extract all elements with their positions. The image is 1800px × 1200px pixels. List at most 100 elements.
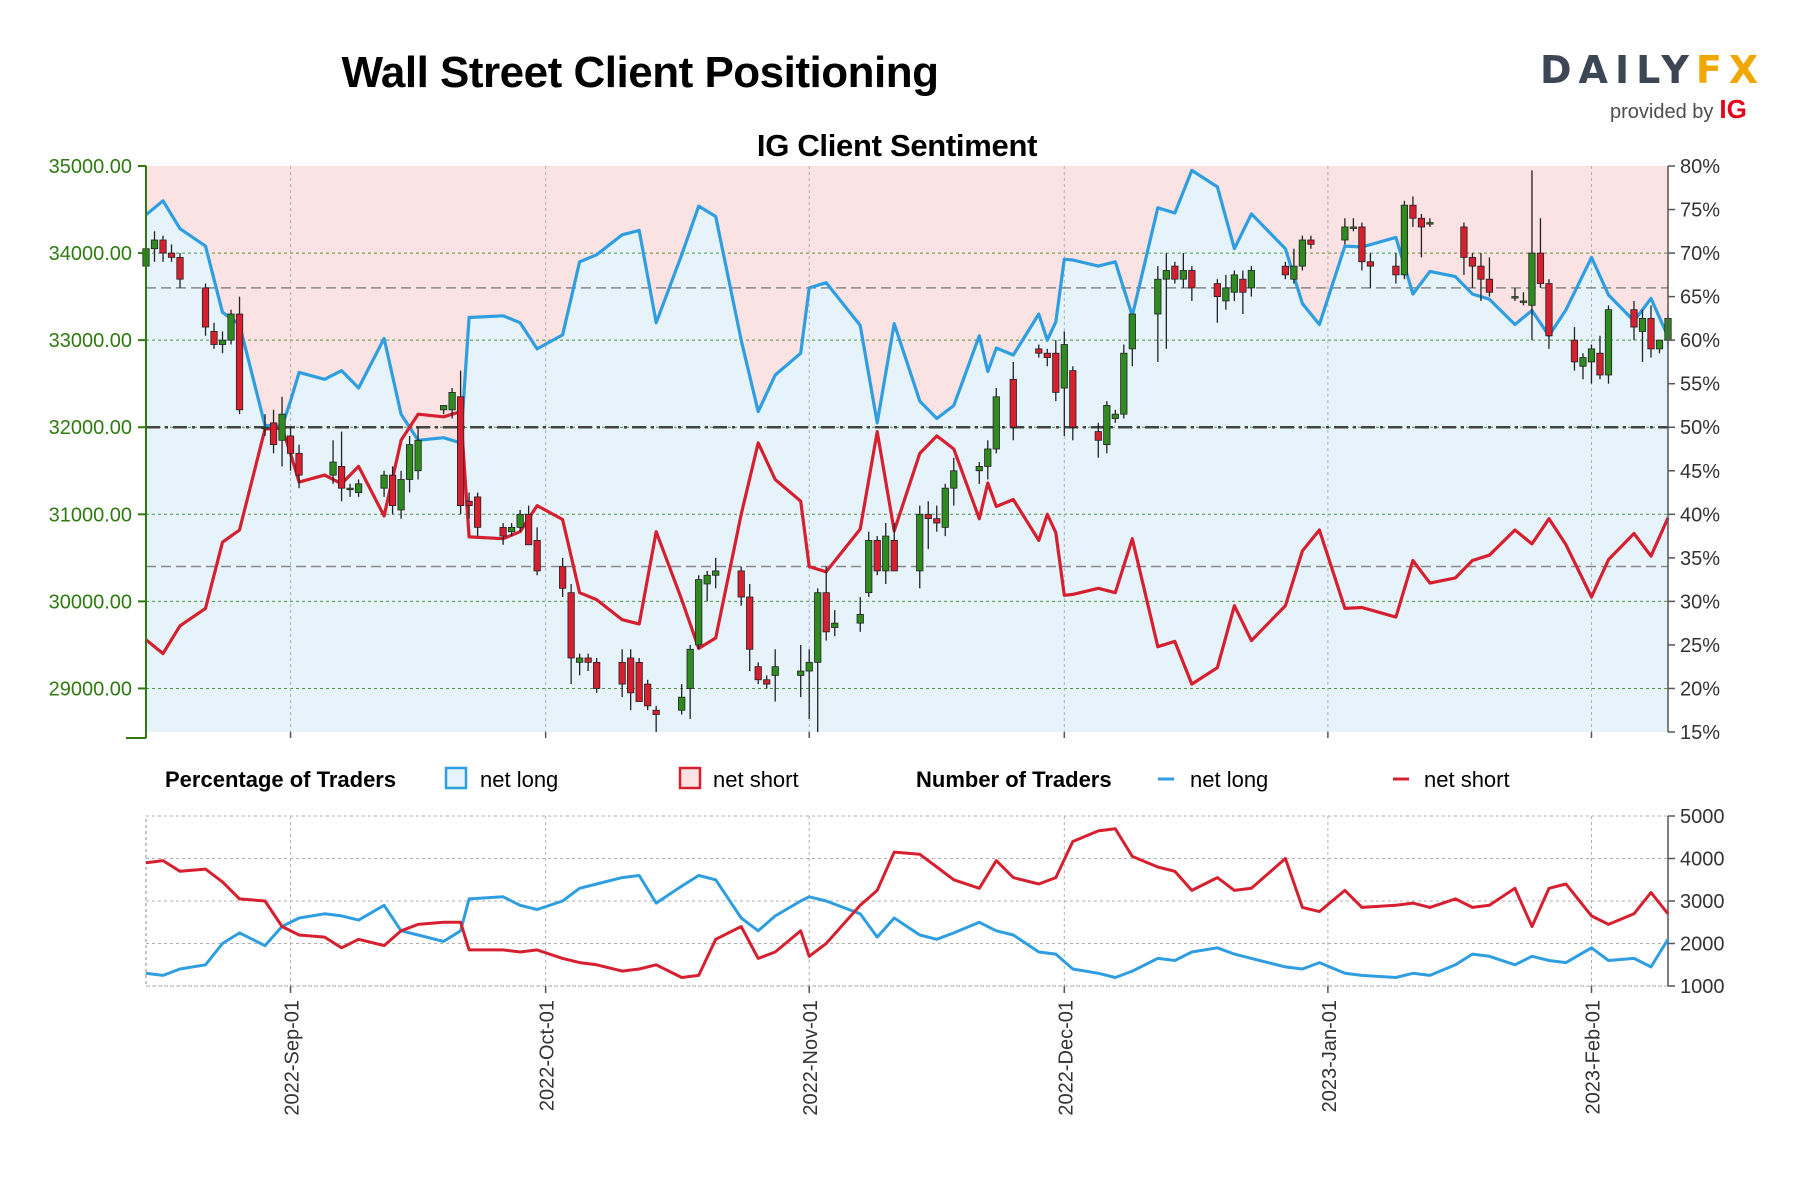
candle-body xyxy=(1290,265,1298,280)
candle-body xyxy=(618,661,626,685)
candle-body xyxy=(261,426,269,430)
candle-body xyxy=(950,470,958,489)
candle-body xyxy=(278,413,286,441)
candle-body xyxy=(635,661,643,702)
legend-num-long-label: net long xyxy=(1190,767,1268,792)
candle-body xyxy=(1103,405,1111,446)
net-short-traders-line xyxy=(145,827,1670,979)
candle-body xyxy=(584,657,592,663)
price-tick-label: 34000.00 xyxy=(49,243,132,265)
candle-body xyxy=(150,239,159,250)
percent-tick-label: 25% xyxy=(1680,635,1720,657)
candle-body xyxy=(499,526,507,537)
candle-body xyxy=(1247,270,1255,289)
logo-provided-by: provided by IG xyxy=(1610,94,1747,125)
candle-body xyxy=(1587,348,1596,363)
candle-body xyxy=(1154,278,1162,315)
candle-body xyxy=(1545,283,1553,337)
percent-tick-label: 80% xyxy=(1680,156,1720,178)
candle-body xyxy=(1400,204,1409,276)
legend-num-title: Number of Traders xyxy=(916,767,1112,792)
candle-body xyxy=(1638,317,1647,332)
x-tick-label: 2022-Oct-01 xyxy=(537,1000,559,1111)
candle-body xyxy=(210,331,218,345)
traders-tick-label: 3000 xyxy=(1680,891,1725,913)
candle-body xyxy=(465,500,473,507)
candle-body xyxy=(457,396,465,506)
candle-body xyxy=(593,661,601,689)
percent-tick-label: 45% xyxy=(1680,461,1720,483)
percent-tick-label: 55% xyxy=(1680,374,1720,396)
candle-body xyxy=(1035,348,1043,354)
candle-body xyxy=(1043,352,1051,358)
candle-body xyxy=(1647,317,1655,350)
legend-net-short-label: net short xyxy=(713,767,799,792)
candle-body xyxy=(746,596,754,650)
candle-body xyxy=(695,579,703,646)
candle-body xyxy=(159,239,167,254)
percent-tick-label: 75% xyxy=(1680,200,1720,222)
candle-body xyxy=(1188,270,1196,289)
candle-body xyxy=(1009,378,1017,428)
candle-body xyxy=(1052,352,1060,393)
candle-body xyxy=(805,661,813,672)
traders-tick-label: 4000 xyxy=(1680,849,1725,871)
candle-body xyxy=(525,513,533,546)
candle-body xyxy=(388,474,397,507)
candle-body xyxy=(1307,239,1315,245)
candle-body xyxy=(712,570,720,576)
candle-body xyxy=(329,461,337,476)
percent-tick-label: 20% xyxy=(1680,678,1720,700)
candle-body xyxy=(286,435,295,454)
logo-provided-text: provided by xyxy=(1610,101,1714,123)
candle-body xyxy=(295,452,303,476)
candle-body xyxy=(1409,204,1417,219)
candle-body xyxy=(354,483,363,493)
candle-body xyxy=(924,513,932,520)
logo-ig: IG xyxy=(1719,94,1747,124)
candle-body xyxy=(1213,283,1221,298)
candle-body xyxy=(1477,265,1485,280)
x-tick-label: 2022-Dec-01 xyxy=(1055,1000,1077,1116)
candle-body xyxy=(1094,431,1102,441)
candle-body xyxy=(235,313,244,411)
candle-body xyxy=(414,439,422,472)
candle-body xyxy=(474,496,482,528)
candle-body xyxy=(1596,352,1604,376)
candle-body xyxy=(1417,217,1426,228)
x-tick-label: 2022-Nov-01 xyxy=(800,1000,822,1116)
candle-body xyxy=(1655,339,1664,350)
chart-title: Wall Street Client Positioning xyxy=(341,48,939,97)
x-tick-label: 2022-Sep-01 xyxy=(282,1000,304,1116)
candle-body xyxy=(1298,239,1306,267)
candle-body xyxy=(337,466,346,489)
traders-tick-label: 5000 xyxy=(1680,806,1725,828)
candles xyxy=(142,170,1672,732)
legend-pct-title: Percentage of Traders xyxy=(165,767,396,792)
candle-body xyxy=(1222,287,1230,302)
candle-body xyxy=(856,614,864,624)
candle-body xyxy=(941,487,949,528)
percent-tick-label: 50% xyxy=(1680,417,1720,439)
candle-body xyxy=(448,391,456,411)
legend-net-long-swatch xyxy=(444,766,468,790)
candle-body xyxy=(678,696,686,711)
price-tick-label: 29000.00 xyxy=(49,678,132,700)
candle-body xyxy=(1179,270,1187,280)
candle-body xyxy=(533,540,541,572)
x-tick-label: 2023-Feb-01 xyxy=(1582,1000,1604,1115)
candle-body xyxy=(1511,296,1519,299)
candle-body xyxy=(754,666,762,681)
candle-body xyxy=(1485,278,1494,293)
candle-body xyxy=(227,313,235,341)
candle-body xyxy=(1468,257,1477,267)
candle-body xyxy=(1281,265,1289,276)
candle-body xyxy=(627,657,635,694)
candle-body xyxy=(1604,309,1613,376)
candle-body xyxy=(1230,274,1238,293)
candle-body xyxy=(1366,261,1375,267)
percent-tick-label: 40% xyxy=(1680,504,1720,526)
candle-body xyxy=(882,535,890,572)
candle-body xyxy=(703,574,711,585)
